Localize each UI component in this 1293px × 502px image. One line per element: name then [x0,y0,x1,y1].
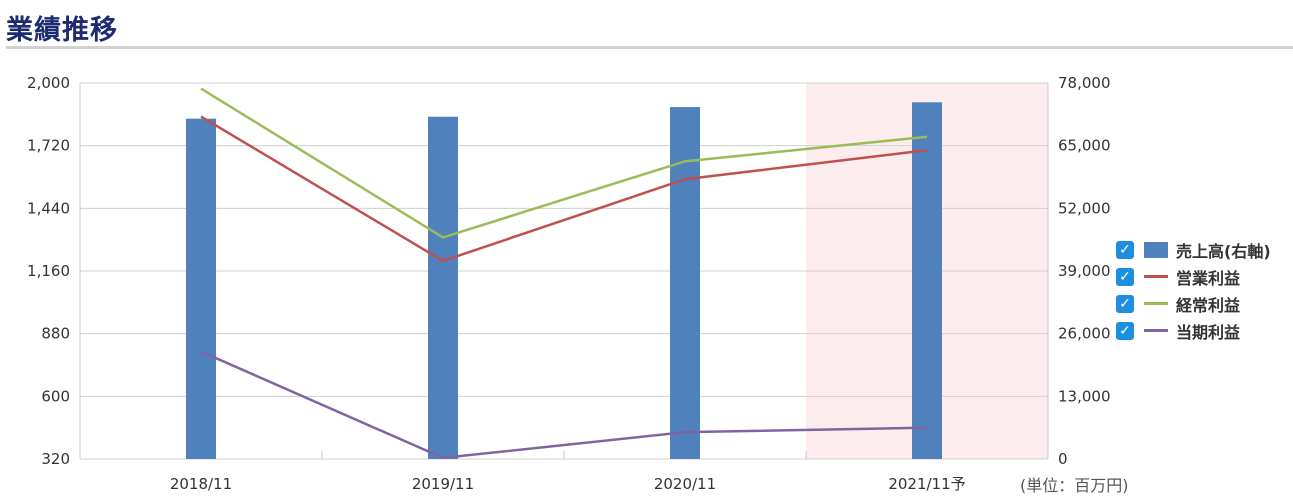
right-axis: 78,000 65,000 52,000 39,000 26,000 13,000 0 [1058,74,1111,468]
legend-checkbox-sales[interactable]: ✓ [1116,240,1134,259]
x-tick-label: 2020/11 [654,475,716,493]
series-line[interactable] [200,115,928,263]
series-line[interactable] [200,350,928,460]
series-line[interactable] [200,87,928,239]
right-tick-label: 65,000 [1058,137,1111,155]
legend-swatch-sales [1144,241,1168,258]
left-tick-label: 1,720 [27,137,70,155]
legend-item-operating-profit[interactable]: ✓ 営業利益 [1116,263,1271,290]
title-divider [6,46,1293,49]
grid [79,82,1049,460]
legend-swatch-operating-profit [1144,275,1168,278]
legend-item-net-profit[interactable]: ✓ 当期利益 [1116,317,1271,344]
left-tick-label: 2,000 [27,74,70,92]
right-tick-label: 0 [1058,450,1068,468]
legend-checkbox-ordinary-profit[interactable]: ✓ [1116,294,1134,313]
legend-swatch-net-profit [1144,329,1168,332]
legend-item-ordinary-profit[interactable]: ✓ 経常利益 [1116,290,1271,317]
sales-bar[interactable] [912,102,942,460]
right-tick-label: 13,000 [1058,387,1111,405]
line-series [200,87,928,460]
left-tick-label: 1,440 [27,199,70,217]
x-tick-label: 2019/11 [412,475,474,493]
legend-item-sales[interactable]: ✓ 売上高(右軸) [1116,236,1271,263]
unit-note: (単位：百万円) [1020,476,1129,495]
left-tick-label: 600 [41,387,70,405]
right-tick-label: 78,000 [1058,74,1111,92]
right-tick-label: 39,000 [1058,262,1111,280]
legend: ✓ 売上高(右軸) ✓ 営業利益 ✓ 経常利益 ✓ 当期利益 [1116,236,1271,344]
legend-label-ordinary-profit: 経常利益 [1176,295,1241,315]
legend-checkbox-net-profit[interactable]: ✓ [1116,321,1134,340]
left-axis: 2,000 1,720 1,440 1,160 880 600 320 [27,74,70,468]
left-tick-label: 320 [41,450,70,468]
legend-swatch-ordinary-profit [1144,302,1168,305]
sales-bar[interactable] [428,116,458,459]
right-tick-label: 26,000 [1058,325,1111,343]
legend-checkbox-operating-profit[interactable]: ✓ [1116,267,1134,286]
left-tick-label: 880 [41,325,70,343]
right-tick-label: 52,000 [1058,199,1111,217]
legend-label-net-profit: 当期利益 [1176,322,1241,342]
x-axis: 2018/11 2019/11 2020/11 2021/11予 [170,475,966,493]
legend-label-operating-profit: 営業利益 [1176,268,1241,288]
sales-bar[interactable] [186,118,216,460]
x-tick-label: 2018/11 [170,475,232,493]
page-title: 業績推移 [6,15,118,46]
legend-label-sales: 売上高(右軸) [1176,241,1271,261]
left-tick-label: 1,160 [27,262,70,280]
x-tick-label: 2021/11予 [888,475,965,493]
